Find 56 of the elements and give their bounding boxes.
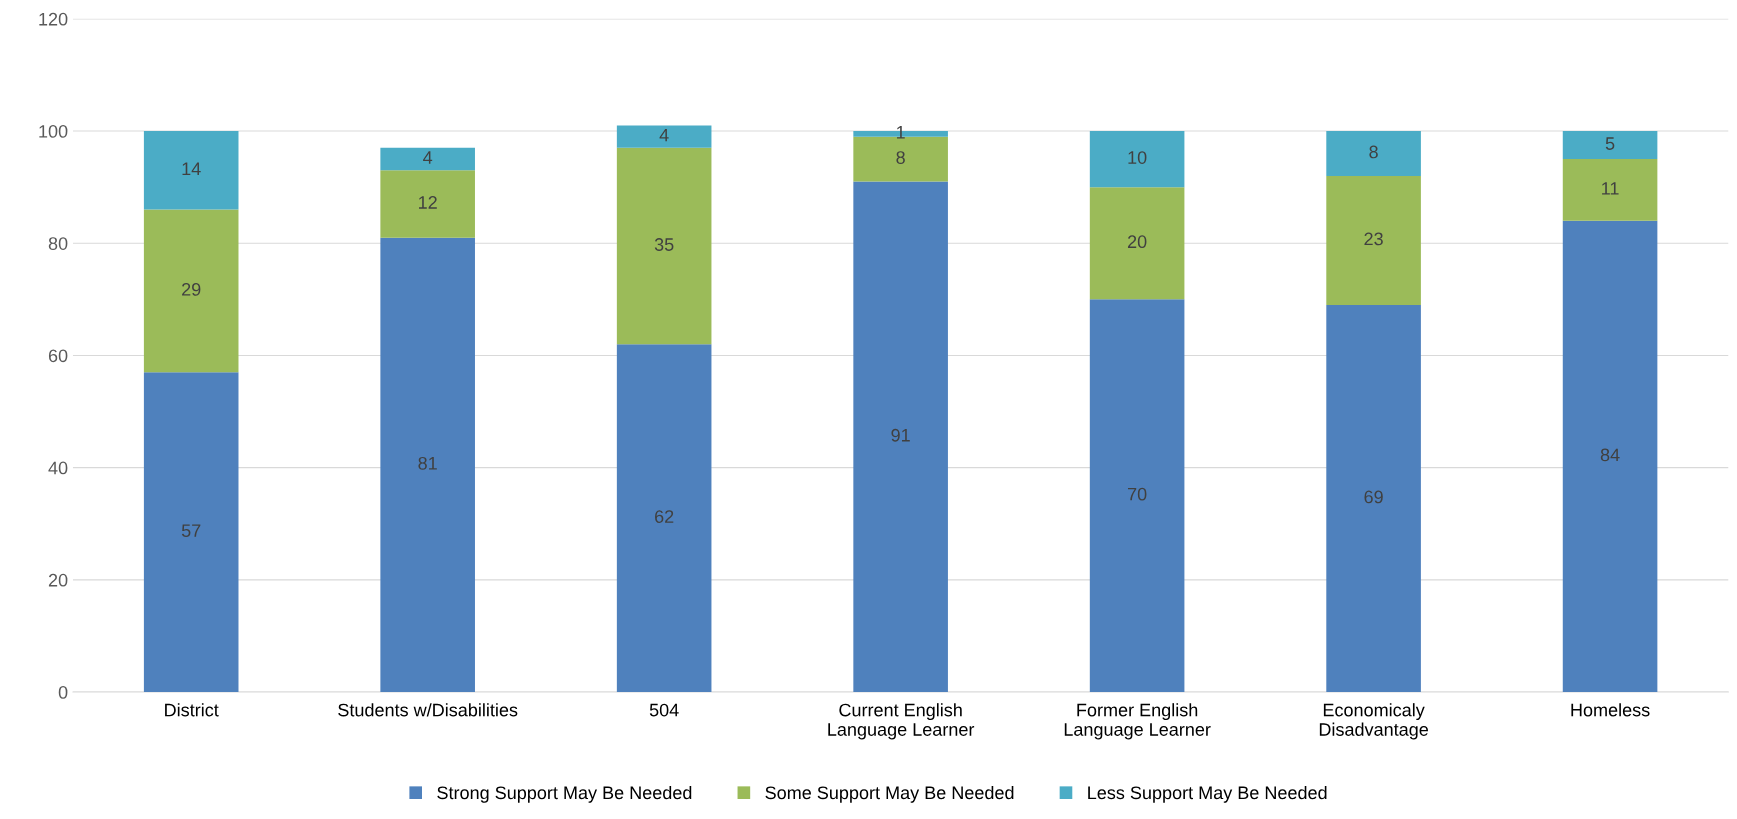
data-label: 5 [1605, 137, 1615, 150]
data-label: 20 [1127, 235, 1147, 249]
bar [380, 147, 475, 171]
data-label: 4 [659, 128, 669, 142]
bar [1089, 299, 1185, 693]
data-label: 4 [423, 151, 433, 164]
legend-label: Less Support May Be Needed [1088, 785, 1327, 803]
data-label: 12 [419, 196, 437, 209]
data-label: 62 [655, 510, 674, 523]
y-tick-label: 0 [58, 685, 68, 699]
x-tick-label: Homeless [1571, 703, 1650, 717]
y-tick-label: 60 [48, 349, 68, 363]
bar [143, 372, 239, 693]
bar [616, 147, 712, 345]
bar [143, 131, 239, 210]
legend-label: Some Support May Be Needed [765, 785, 1014, 803]
bar [1562, 159, 1658, 221]
x-tick-label: District [165, 703, 219, 717]
legend-label: Strong Support May Be Needed [437, 785, 692, 803]
data-label: 57 [181, 524, 201, 538]
bar [380, 170, 475, 238]
y-tick-label: 100 [39, 124, 68, 138]
x-tick-label: Students w/Disabilities [338, 703, 518, 717]
bar [1562, 131, 1658, 160]
data-label: 10 [1128, 151, 1147, 164]
bar [853, 181, 948, 693]
y-tick-label: 40 [48, 461, 68, 475]
data-label: 8 [896, 151, 905, 164]
x-tick-label: Former English Language Learner [1064, 703, 1211, 740]
bar [1326, 175, 1421, 305]
data-label: 8 [1369, 145, 1378, 159]
data-label: 81 [418, 456, 437, 470]
y-tick-label: 80 [48, 237, 68, 250]
data-label: 29 [182, 282, 201, 296]
x-tick-label: Economicaly Disadvantage [1319, 703, 1428, 740]
data-label: 91 [891, 428, 910, 442]
bar [1326, 304, 1421, 693]
bar [616, 344, 712, 693]
data-label: 23 [1364, 232, 1383, 246]
bar [143, 209, 239, 373]
data-label: 35 [654, 238, 674, 251]
data-label: 11 [1602, 182, 1619, 195]
data-label: 70 [1128, 487, 1147, 501]
bar [1089, 131, 1185, 188]
bar [616, 125, 712, 148]
data-label: 84 [1600, 448, 1620, 462]
bar [1089, 187, 1185, 300]
y-tick-label: 20 [48, 573, 68, 587]
bar [1326, 131, 1421, 176]
x-tick-label: 504 [649, 703, 679, 717]
bar [380, 237, 475, 693]
data-label: 69 [1364, 490, 1383, 504]
y-tick-label: 120 [39, 12, 68, 26]
x-tick-label: Current English Language Learner [828, 703, 975, 740]
bar [1562, 220, 1658, 693]
data-label: 14 [182, 162, 201, 175]
